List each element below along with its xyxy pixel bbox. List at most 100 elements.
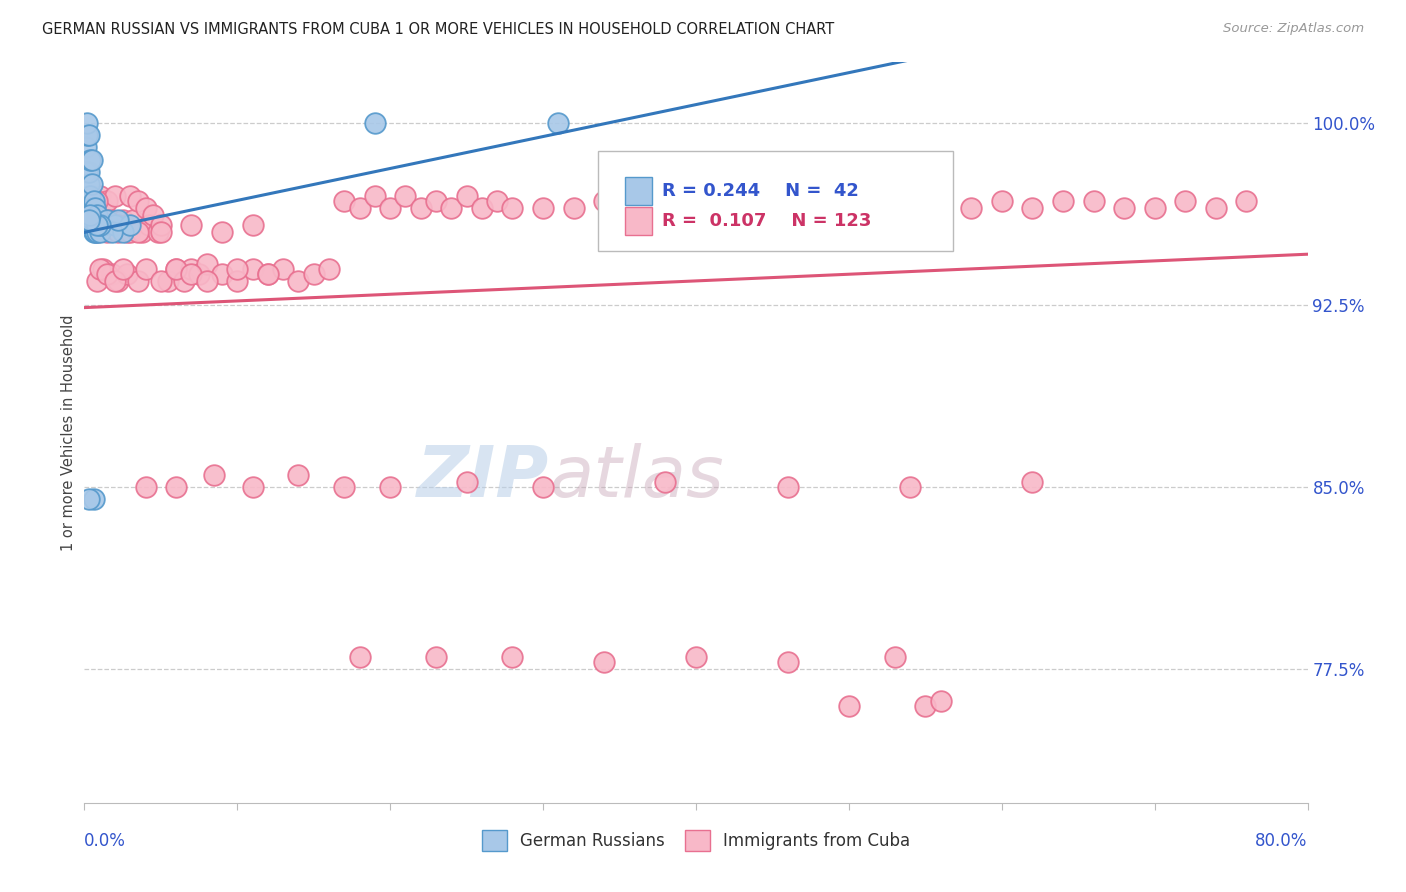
- Point: [456, 475, 478, 490]
- Text: ZIP: ZIP: [418, 442, 550, 511]
- Point: [80, 201, 103, 215]
- Text: 80.0%: 80.0%: [1256, 832, 1308, 850]
- Point: [115, 225, 138, 239]
- Text: R =  0.107    N = 123: R = 0.107 N = 123: [662, 211, 872, 230]
- Point: [547, 116, 569, 130]
- Point: [80, 201, 103, 215]
- Point: [79, 213, 101, 227]
- Point: [425, 194, 447, 208]
- Point: [531, 201, 554, 215]
- Point: [107, 225, 129, 239]
- Point: [929, 194, 952, 208]
- Point: [1052, 194, 1074, 208]
- Point: [960, 201, 983, 215]
- Point: [364, 116, 387, 130]
- Point: [101, 213, 124, 227]
- Point: [111, 225, 134, 239]
- FancyBboxPatch shape: [626, 207, 652, 235]
- Point: [747, 201, 769, 215]
- Point: [79, 153, 101, 167]
- Point: [716, 194, 738, 208]
- Point: [173, 274, 195, 288]
- Point: [96, 213, 118, 227]
- Point: [111, 213, 134, 227]
- FancyBboxPatch shape: [626, 177, 652, 205]
- Point: [80, 153, 103, 167]
- Point: [76, 189, 98, 203]
- Point: [107, 274, 129, 288]
- Point: [654, 194, 676, 208]
- Point: [89, 218, 111, 232]
- Point: [77, 213, 100, 227]
- Point: [120, 225, 142, 239]
- Point: [287, 468, 309, 483]
- Point: [122, 213, 145, 227]
- Point: [75, 164, 97, 178]
- Point: [226, 274, 249, 288]
- Point: [146, 225, 169, 239]
- Y-axis label: 1 or more Vehicles in Household: 1 or more Vehicles in Household: [60, 314, 76, 551]
- Point: [257, 267, 280, 281]
- Point: [115, 267, 138, 281]
- Point: [104, 274, 127, 288]
- Point: [77, 177, 100, 191]
- Point: [96, 225, 118, 239]
- Point: [86, 225, 108, 239]
- Point: [120, 189, 142, 203]
- Point: [80, 189, 103, 203]
- Point: [149, 225, 172, 239]
- Point: [838, 201, 860, 215]
- Point: [76, 128, 98, 143]
- Point: [101, 267, 124, 281]
- Point: [349, 650, 371, 665]
- Point: [1021, 201, 1043, 215]
- Point: [349, 201, 371, 215]
- Point: [135, 201, 157, 215]
- Point: [929, 694, 952, 708]
- Point: [654, 475, 676, 490]
- Point: [79, 189, 101, 203]
- Point: [89, 189, 111, 203]
- Point: [380, 480, 402, 494]
- Point: [471, 201, 494, 215]
- Point: [77, 128, 100, 143]
- Point: [242, 218, 264, 232]
- Point: [1174, 194, 1197, 208]
- Point: [107, 213, 129, 227]
- Point: [302, 267, 325, 281]
- Point: [127, 225, 149, 239]
- Point: [333, 194, 356, 208]
- Point: [86, 274, 108, 288]
- Point: [101, 225, 124, 239]
- Text: Source: ZipAtlas.com: Source: ZipAtlas.com: [1223, 22, 1364, 36]
- Point: [776, 655, 799, 669]
- Text: R = 0.244    N =  42: R = 0.244 N = 42: [662, 182, 859, 200]
- Point: [898, 201, 921, 215]
- Point: [180, 218, 202, 232]
- Point: [87, 218, 110, 232]
- Point: [1236, 194, 1258, 208]
- Point: [807, 201, 830, 215]
- Point: [84, 225, 107, 239]
- Point: [394, 189, 416, 203]
- Point: [257, 267, 280, 281]
- Point: [364, 189, 387, 203]
- Point: [80, 177, 103, 191]
- Point: [96, 194, 118, 208]
- Point: [165, 261, 187, 276]
- Point: [593, 194, 616, 208]
- Point: [84, 201, 107, 215]
- Point: [142, 208, 165, 222]
- Point: [86, 218, 108, 232]
- Point: [91, 261, 114, 276]
- Point: [1021, 475, 1043, 490]
- Point: [1143, 201, 1166, 215]
- Point: [685, 650, 707, 665]
- Point: [180, 261, 202, 276]
- Point: [77, 492, 100, 507]
- Point: [86, 225, 108, 239]
- Point: [127, 274, 149, 288]
- Point: [883, 650, 905, 665]
- Point: [188, 267, 211, 281]
- Point: [83, 194, 105, 208]
